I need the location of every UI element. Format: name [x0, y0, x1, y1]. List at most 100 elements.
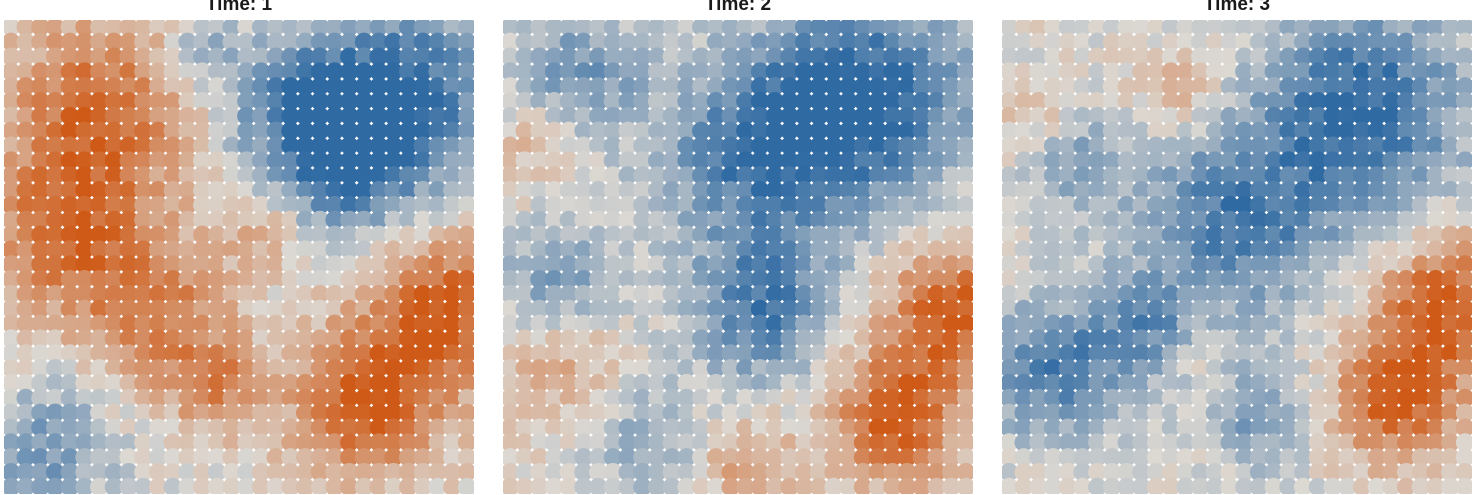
heatmap-point: [90, 195, 109, 215]
heatmap-point: [443, 166, 462, 185]
heatmap-point: [237, 477, 256, 494]
heatmap-point: [589, 20, 608, 37]
heatmap-point: [503, 20, 520, 37]
heatmap-point: [1002, 433, 1019, 452]
heatmap-point: [750, 181, 770, 200]
heatmap-point: [1043, 299, 1063, 319]
heatmap-point: [1264, 433, 1283, 452]
heatmap-point: [692, 462, 711, 482]
heatmap-point: [4, 462, 21, 482]
heatmap-point: [721, 151, 740, 170]
heatmap-point: [589, 121, 608, 141]
heatmap-point: [251, 91, 271, 111]
heatmap-point: [281, 225, 300, 244]
heatmap-point: [1073, 195, 1092, 215]
heatmap-point: [443, 388, 462, 408]
heatmap-point: [912, 270, 932, 289]
heatmap-point: [134, 91, 153, 111]
heatmap-point: [736, 225, 755, 244]
heatmap-point: [1308, 344, 1328, 363]
heatmap-point: [1426, 47, 1445, 66]
heatmap-point: [119, 270, 138, 289]
heatmap-point: [721, 47, 740, 66]
heatmap-point: [1161, 225, 1181, 244]
heatmap-point: [1176, 329, 1195, 348]
heatmap-point: [428, 181, 447, 200]
heatmap-point: [207, 418, 227, 437]
heatmap-point: [1308, 477, 1328, 494]
heatmap-point: [503, 418, 520, 437]
heatmap-point: [60, 359, 80, 378]
heatmap-point: [369, 136, 388, 155]
heatmap-point: [398, 136, 418, 155]
heatmap-point: [662, 418, 682, 437]
heatmap-point: [45, 284, 65, 304]
heatmap-point: [956, 181, 973, 200]
heatmap-point: [1191, 433, 1210, 452]
heatmap-point: [295, 32, 315, 52]
heatmap-point: [163, 270, 183, 289]
heatmap-point: [134, 373, 153, 393]
heatmap-point: [897, 32, 917, 52]
heatmap-point: [251, 255, 271, 274]
heatmap-point: [1102, 329, 1122, 348]
heatmap-point: [853, 62, 873, 81]
heatmap-point: [1235, 106, 1254, 126]
heatmap-point: [457, 314, 474, 333]
heatmap-point: [295, 77, 315, 96]
heatmap-point: [384, 462, 403, 482]
heatmap-point: [207, 448, 227, 467]
heatmap-point: [1411, 403, 1431, 423]
heatmap-point: [942, 240, 961, 259]
heatmap-point: [1029, 62, 1048, 81]
heatmap-point: [443, 106, 462, 126]
heatmap-point: [251, 388, 271, 408]
heatmap-point: [222, 136, 241, 155]
heatmap-point: [1161, 136, 1181, 155]
heatmap-point: [369, 32, 388, 52]
heatmap-point: [839, 373, 858, 393]
heatmap-point: [237, 106, 256, 126]
heatmap-point: [1014, 106, 1033, 126]
heatmap-point: [1102, 270, 1122, 289]
heatmap-point: [503, 62, 520, 81]
heatmap-point: [398, 403, 418, 423]
heatmap-point: [457, 106, 474, 126]
heatmap-point: [1426, 344, 1445, 363]
heatmap-point: [222, 77, 241, 96]
heatmap-point: [457, 121, 474, 141]
heatmap-point: [1073, 477, 1092, 494]
heatmap-point: [413, 344, 433, 363]
heatmap-point: [1382, 240, 1401, 259]
heatmap-point: [1293, 62, 1313, 81]
heatmap-point: [809, 373, 829, 393]
heatmap-point: [310, 195, 330, 215]
heatmap-point: [295, 433, 315, 452]
heatmap-point: [927, 448, 946, 467]
heatmap-point: [530, 359, 549, 378]
heatmap-point: [398, 77, 418, 96]
heatmap-point: [1102, 151, 1122, 170]
heatmap-point: [809, 225, 829, 244]
heatmap-point: [942, 210, 961, 230]
heatmap-point: [1441, 448, 1460, 467]
heatmap-point: [1002, 388, 1019, 408]
heatmap-point: [1338, 32, 1357, 52]
heatmap-point: [603, 299, 623, 319]
heatmap-point: [574, 314, 593, 333]
heatmap-point: [1102, 388, 1122, 408]
heatmap-point: [428, 477, 447, 494]
heatmap-point: [1411, 373, 1431, 393]
heatmap-point: [824, 91, 843, 111]
heatmap-point: [310, 299, 330, 319]
heatmap-point: [1029, 299, 1048, 319]
heatmap-point: [1441, 91, 1460, 111]
heatmap-point: [1352, 106, 1372, 126]
heatmap-point: [1191, 462, 1210, 482]
heatmap-point: [677, 20, 696, 37]
heatmap-point: [1426, 225, 1445, 244]
heatmap-point: [1029, 255, 1048, 274]
heatmap-point: [1102, 181, 1122, 200]
heatmap-point: [1220, 121, 1239, 141]
heatmap-point: [281, 359, 300, 378]
